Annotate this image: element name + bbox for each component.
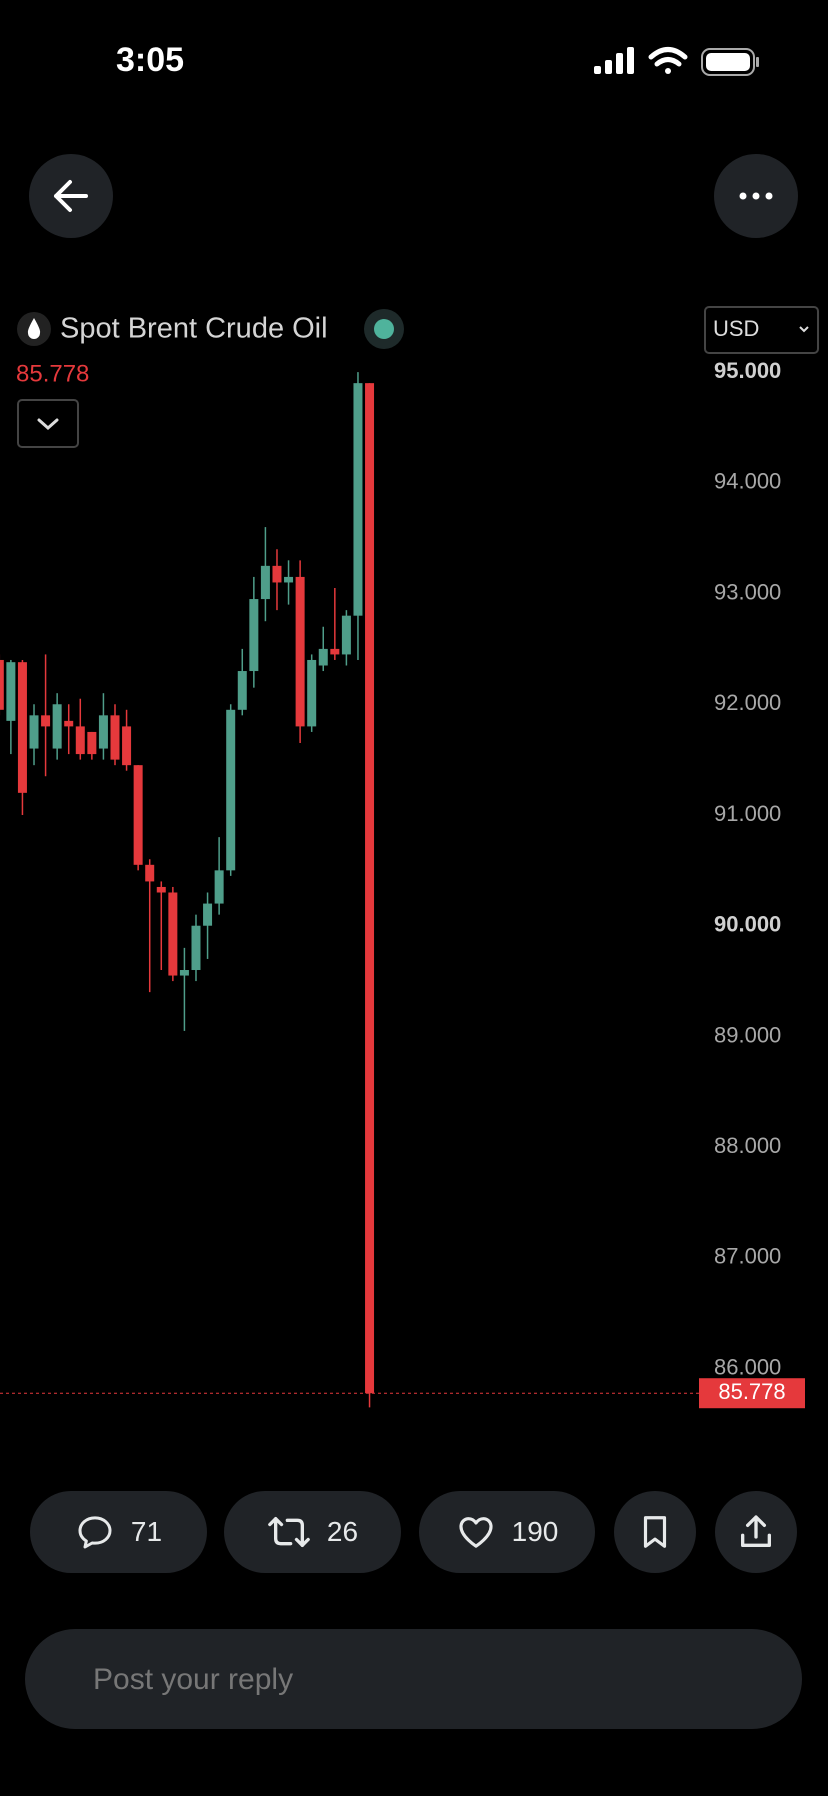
- bookmark-icon: [643, 1516, 667, 1548]
- candle-body: [330, 648, 340, 655]
- candle-body: [17, 662, 27, 793]
- currency-caret: [799, 326, 809, 333]
- candle-body: [52, 704, 62, 749]
- collapse-icon: [37, 418, 59, 431]
- y-tick-label: 94.000: [714, 469, 781, 494]
- reply-icon: [78, 1516, 112, 1549]
- y-tick-label: 89.000: [714, 1022, 781, 1047]
- candle-body: [122, 726, 132, 766]
- candle-body: [179, 970, 189, 976]
- candle-body: [133, 765, 143, 865]
- candle-body: [295, 576, 305, 727]
- candle-body: [284, 576, 294, 583]
- wifi-icon: [648, 47, 688, 74]
- candle-body: [307, 659, 317, 727]
- y-tick-label: 95.000: [714, 358, 781, 383]
- price-tag-label: 85.778: [718, 1379, 785, 1404]
- candle-body: [203, 903, 213, 926]
- candle-body: [145, 864, 155, 882]
- bookmark-button[interactable]: [614, 1491, 696, 1573]
- last-price: 85.778: [16, 360, 89, 387]
- battery-icon: [701, 48, 759, 76]
- candle-body: [341, 615, 351, 655]
- y-tick-label: 91.000: [714, 801, 781, 826]
- share-icon: [741, 1515, 771, 1547]
- candle-body: [29, 715, 39, 749]
- like-icon: [459, 1517, 493, 1548]
- repost-count: 26: [326, 1516, 359, 1547]
- currency-label: USD: [713, 316, 759, 341]
- candle-body: [260, 565, 270, 600]
- reply-button[interactable]: 71: [30, 1491, 207, 1573]
- drop-icon: [27, 318, 41, 339]
- candle-body: [353, 383, 363, 616]
- candle-body: [226, 709, 236, 871]
- candle-body: [168, 892, 178, 976]
- candle-body: [87, 731, 97, 755]
- y-tick-label: 88.000: [714, 1133, 781, 1158]
- share-button[interactable]: [715, 1491, 797, 1573]
- chart: 86.000 87.000 88.000 89.000 90.000 91.000 92.0…: [0, 358, 805, 1409]
- candle-body: [6, 662, 16, 721]
- repost-button[interactable]: 26: [224, 1491, 401, 1573]
- reply-box[interactable]: [25, 1629, 802, 1729]
- reply-count: 71: [130, 1516, 163, 1547]
- reply-placeholder: Post your reply: [93, 1663, 293, 1696]
- candle-body: [365, 383, 375, 1394]
- candle-body: [214, 870, 224, 904]
- candle-body: [272, 565, 282, 583]
- signal-icon: [594, 47, 634, 74]
- status-dot: [374, 319, 394, 339]
- y-tick-label: 93.000: [714, 579, 781, 604]
- currency-select[interactable]: [704, 306, 819, 354]
- candle-body: [156, 886, 166, 893]
- candle-body: [41, 715, 51, 727]
- candle-body: [110, 715, 120, 760]
- y-tick-label: 90.000: [714, 912, 781, 937]
- y-tick-label: 92.000: [714, 690, 781, 715]
- back-icon: [54, 180, 88, 212]
- y-tick-label: 87.000: [714, 1244, 781, 1269]
- more-icon: [739, 192, 773, 200]
- like-button[interactable]: 190: [419, 1491, 595, 1573]
- candle-body: [0, 659, 4, 710]
- y-tick-label: 86.000: [714, 1354, 781, 1379]
- candle-body: [318, 648, 328, 666]
- like-count: 190: [511, 1516, 559, 1547]
- candle-body: [75, 726, 85, 755]
- candle-body: [191, 925, 201, 971]
- collapse-button[interactable]: [17, 399, 79, 448]
- price-tag: [699, 1378, 805, 1409]
- candle-body: [98, 715, 108, 749]
- candle-body: [64, 720, 74, 727]
- chart-title: Spot Brent Crude Oil: [60, 313, 328, 345]
- candle-body: [237, 671, 247, 710]
- candle-body: [249, 599, 259, 672]
- repost-icon: [268, 1517, 310, 1547]
- status-time: 3:05: [116, 41, 184, 79]
